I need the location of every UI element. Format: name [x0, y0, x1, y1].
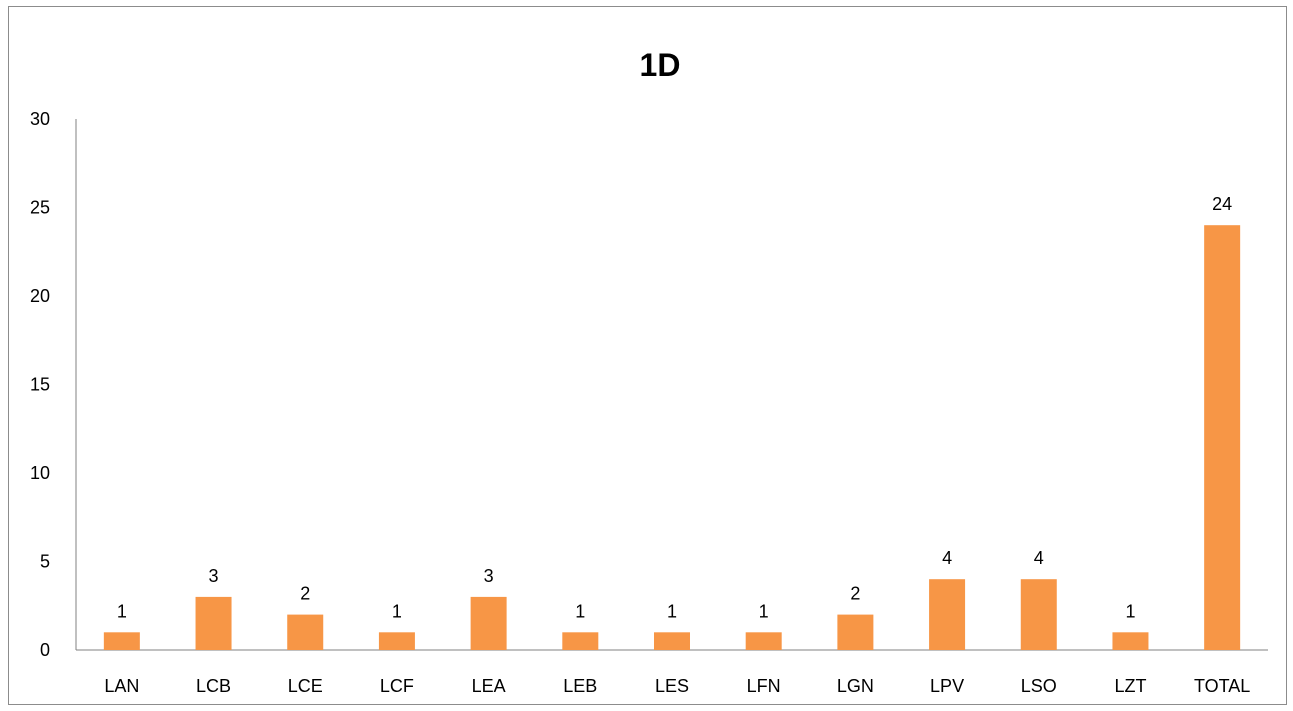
x-axis-ticks: LAN LCB LCE LCF LEA LEB LES LFN LGN LPV LSO LZT TOTA…	[104, 676, 1250, 696]
bar-lpv	[929, 579, 966, 650]
x-tick-label: LEB	[563, 676, 597, 696]
x-tick-label: LFN	[747, 676, 781, 696]
data-label-lfn: 1	[759, 601, 769, 621]
bar-lan	[103, 632, 140, 650]
y-tick-label: 30	[30, 109, 50, 129]
data-label-les: 1	[667, 601, 677, 621]
data-label-lgn: 2	[850, 584, 860, 604]
bar-les	[654, 632, 690, 650]
data-label-lan: 1	[117, 601, 127, 621]
x-tick-label: LAN	[104, 676, 139, 696]
bar-lcb	[195, 596, 232, 650]
x-tick-label: LEA	[472, 676, 506, 696]
chart-title: 1D	[640, 47, 681, 83]
x-tick-label: LES	[655, 676, 689, 696]
data-label-lcb: 3	[209, 566, 219, 586]
y-tick-label: 25	[30, 198, 50, 218]
x-tick-label: LCF	[380, 676, 414, 696]
x-tick-label: LCE	[288, 676, 323, 696]
data-label-lso: 4	[1034, 548, 1044, 568]
bar-lfn	[745, 632, 782, 650]
data-label-total: 24	[1212, 194, 1232, 214]
bar-lcf	[378, 632, 415, 650]
bar-lso	[1020, 579, 1057, 650]
bar-lgn	[837, 614, 874, 650]
data-label-lea: 3	[484, 566, 494, 586]
data-label-lpv: 4	[942, 548, 952, 568]
x-tick-label: LZT	[1114, 676, 1146, 696]
x-tick-label: LSO	[1021, 676, 1057, 696]
data-label-lce: 2	[300, 584, 310, 604]
data-label-lcf: 1	[392, 601, 402, 621]
x-tick-label: TOTAL	[1194, 676, 1250, 696]
bar-leb	[562, 632, 599, 650]
bar-series	[103, 225, 1241, 650]
bar-lce	[287, 614, 324, 650]
bar-lzt	[1112, 632, 1149, 650]
y-tick-label: 20	[30, 286, 50, 306]
y-tick-label: 5	[40, 552, 50, 572]
bar-lea	[470, 596, 507, 650]
x-tick-label: LPV	[930, 676, 964, 696]
chart-frame	[8, 6, 1287, 705]
data-label-lzt: 1	[1125, 601, 1135, 621]
x-tick-label: LGN	[837, 676, 874, 696]
x-tick-label: LCB	[196, 676, 231, 696]
bar-total	[1204, 225, 1241, 650]
y-axis-ticks: 0 5 10 15 20 25 30	[30, 109, 50, 660]
y-tick-label: 10	[30, 463, 50, 483]
y-tick-label: 15	[30, 375, 50, 395]
y-tick-label: 0	[40, 640, 50, 660]
data-label-leb: 1	[575, 601, 585, 621]
